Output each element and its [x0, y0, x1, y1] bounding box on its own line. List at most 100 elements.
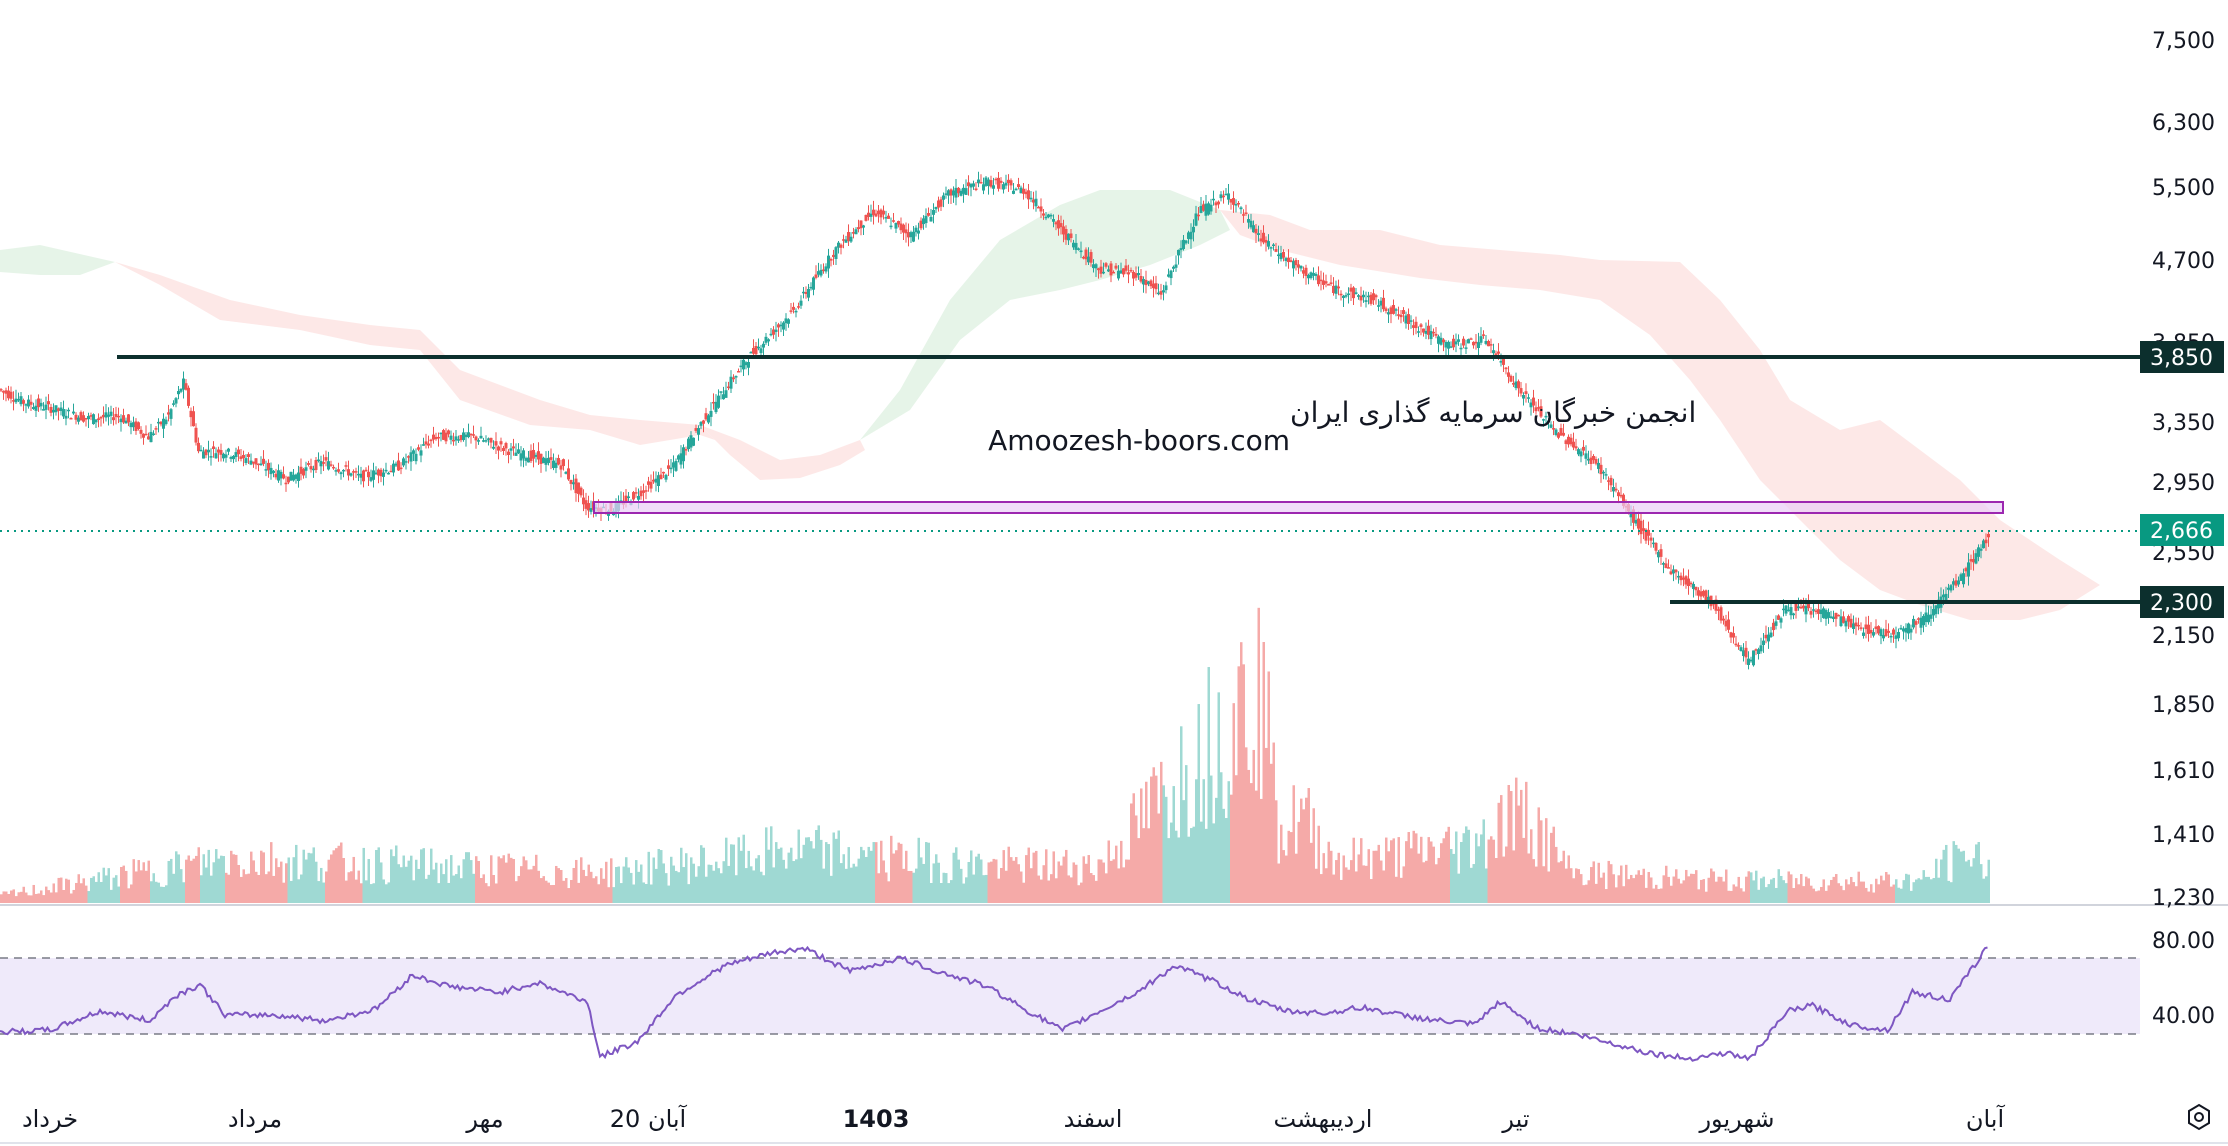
candle-body: [932, 209, 935, 215]
volume-bar: [1592, 861, 1595, 903]
volume-bar: [1290, 832, 1293, 903]
volume-bar: [545, 880, 548, 903]
candle-body: [1769, 632, 1773, 637]
time-axis[interactable]: خرداد مرداد مهر 20 آبان 1403 اسفند اردیب…: [22, 1104, 2006, 1133]
volume-bar: [1327, 841, 1330, 903]
volume-bar: [1627, 879, 1630, 903]
candle-body: [827, 255, 830, 269]
watermark-url: Amoozesh-boors.com: [988, 424, 1290, 457]
volume-bar: [235, 854, 238, 903]
support-zone-rectangle[interactable]: [593, 501, 2004, 514]
candle-body: [144, 433, 148, 436]
candle-body: [1369, 294, 1373, 304]
volume-bar: [790, 847, 793, 903]
volume-bar: [1055, 878, 1058, 903]
volume-bar: [707, 864, 710, 903]
volume-bar: [167, 860, 170, 903]
volume-bar: [882, 860, 885, 903]
volume-bar: [1620, 865, 1623, 903]
volume-bar: [1412, 830, 1415, 903]
volume-bar: [247, 873, 250, 903]
candle-body: [1422, 328, 1425, 333]
candle-body: [1744, 647, 1748, 658]
candle-body: [1967, 562, 1970, 577]
volume-bar: [1975, 844, 1978, 903]
chart-settings-icon[interactable]: [2188, 1103, 2210, 1131]
candle-body: [1087, 256, 1090, 263]
candle-body: [112, 417, 115, 421]
candle-body: [1907, 623, 1910, 634]
candle-body: [309, 466, 313, 470]
candle-body: [859, 220, 863, 229]
candle-body: [884, 217, 888, 219]
candle-body: [687, 438, 690, 450]
volume-bar: [1190, 828, 1193, 903]
candle-body: [1092, 264, 1095, 269]
volume-bar: [385, 884, 388, 903]
volume-bar: [1845, 879, 1848, 903]
volume-bar: [1292, 785, 1295, 903]
volume-bar: [1820, 886, 1823, 903]
volume-bar: [1660, 888, 1663, 903]
volume-bar: [1955, 844, 1958, 903]
candle-body: [1174, 264, 1178, 268]
candle-body: [1717, 609, 1720, 611]
volume-bar: [1707, 877, 1710, 903]
candle-body: [1787, 609, 1790, 612]
volume-bar: [1195, 779, 1198, 903]
cloud-bull-left: [0, 245, 115, 275]
volume-bar: [1960, 851, 1963, 903]
candle-body: [814, 274, 818, 278]
candle-body: [847, 232, 850, 241]
candle-body: [802, 291, 805, 294]
candle-body: [1432, 331, 1435, 334]
candle-body: [429, 439, 433, 442]
candle-body: [1662, 563, 1665, 565]
volume-bar: [1905, 873, 1908, 903]
candle-body: [1152, 283, 1155, 289]
candle-body: [1524, 391, 1528, 395]
volume-bar: [1840, 885, 1843, 903]
candle-body: [132, 422, 135, 428]
candle-body: [194, 427, 198, 443]
candle-body: [434, 436, 438, 440]
candle-body: [117, 415, 120, 418]
candle-body: [227, 448, 230, 452]
volume-bar: [1085, 863, 1088, 903]
candle-body: [352, 471, 355, 473]
candle-body: [1072, 242, 1075, 248]
candle-body: [1129, 269, 1133, 272]
candle-body: [152, 433, 155, 436]
volume-bar: [945, 873, 948, 903]
candle-body: [1407, 314, 1410, 324]
volume-bar: [1325, 868, 1328, 903]
candle-body: [1342, 295, 1345, 298]
candle-body: [1127, 272, 1130, 275]
volume-bar: [760, 871, 763, 903]
candle-body: [1544, 415, 1548, 418]
candle-body: [1779, 618, 1783, 623]
volume-bar: [297, 879, 300, 903]
candle-body: [0, 389, 3, 391]
volume-bar: [977, 853, 980, 903]
candle-body: [72, 411, 75, 414]
candle-body: [982, 184, 985, 191]
volume-bar: [1282, 850, 1285, 903]
volume-bar: [1485, 868, 1488, 903]
volume-bar: [232, 854, 235, 903]
candle-body: [1404, 315, 1408, 324]
candle-body: [482, 440, 485, 442]
candle-body: [184, 383, 188, 390]
candle-body: [1354, 292, 1358, 294]
volume-bar: [1972, 858, 1975, 903]
candle-body: [1057, 220, 1060, 229]
candle-body: [914, 227, 918, 233]
candle-body: [497, 446, 500, 451]
volume-bar: [1330, 850, 1333, 903]
volume-bar: [1430, 841, 1433, 903]
candle-body: [82, 415, 85, 422]
volume-bar: [205, 867, 208, 903]
candle-body: [1847, 616, 1850, 622]
volume-bar: [380, 862, 383, 903]
